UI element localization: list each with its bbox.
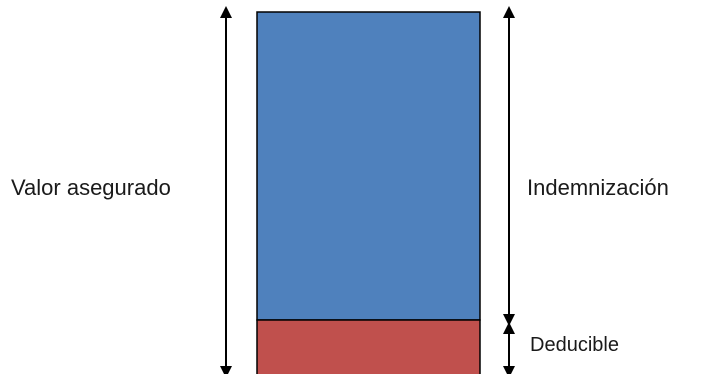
deducible-label: Deducible	[530, 334, 619, 356]
deducible-block	[256, 319, 481, 379]
valor-asegurado-label: Valor asegurado	[11, 175, 171, 200]
indemnizacion-block	[256, 11, 481, 321]
indemnizacion-label: Indemnización	[527, 175, 669, 200]
